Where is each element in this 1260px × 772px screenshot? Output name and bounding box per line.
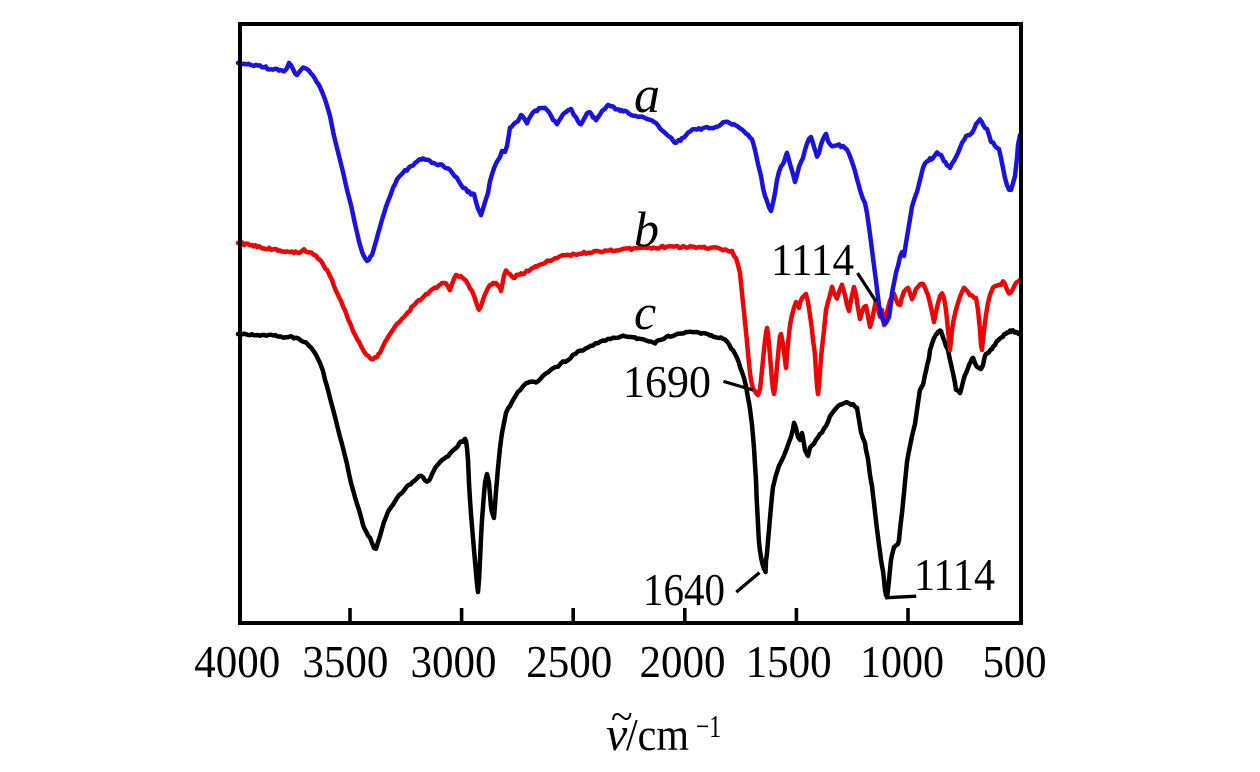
svg-text:3000: 3000: [411, 636, 497, 687]
svg-text:2500: 2500: [526, 636, 612, 687]
svg-text:3500: 3500: [302, 636, 388, 687]
svg-text:2000: 2000: [640, 636, 726, 687]
svg-text:4000: 4000: [194, 636, 280, 687]
svg-text:1000: 1000: [860, 636, 944, 687]
svg-text:1500: 1500: [746, 636, 832, 687]
svg-text:c: c: [634, 284, 656, 340]
svg-text:1114: 1114: [771, 234, 854, 285]
svg-text:−1: −1: [696, 708, 721, 744]
svg-text:a: a: [634, 67, 660, 124]
svg-text:1690: 1690: [623, 356, 711, 407]
svg-text:500: 500: [983, 636, 1047, 687]
svg-text:1114: 1114: [914, 549, 995, 600]
svg-text:b: b: [634, 201, 659, 257]
svg-text:~: ~: [611, 694, 633, 739]
svg-text:1640: 1640: [643, 564, 725, 615]
svg-text:v: v: [606, 708, 628, 761]
svg-text:/cm: /cm: [626, 709, 689, 760]
